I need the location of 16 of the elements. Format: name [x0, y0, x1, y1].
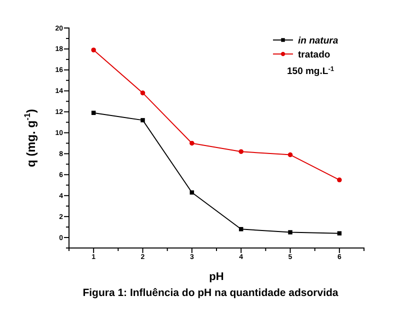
- point: [91, 110, 96, 115]
- point: [288, 152, 293, 158]
- point: [140, 90, 146, 96]
- point: [288, 230, 292, 234]
- legend-label: tratado: [298, 50, 330, 60]
- point: [91, 48, 96, 52]
- point: [190, 140, 194, 146]
- point: [337, 178, 342, 182]
- legend-label: in natura: [298, 36, 338, 46]
- annotation: 150 mg.L$^{-1}$: [287, 66, 334, 77]
- text: Figura 1: Influência do pH na quantidade adsorvida: [82, 287, 338, 299]
- point: [140, 118, 145, 122]
- point: [337, 231, 342, 236]
- point: [238, 227, 244, 232]
- x-axis-title: pH: [209, 271, 224, 283]
- point: [238, 149, 244, 154]
